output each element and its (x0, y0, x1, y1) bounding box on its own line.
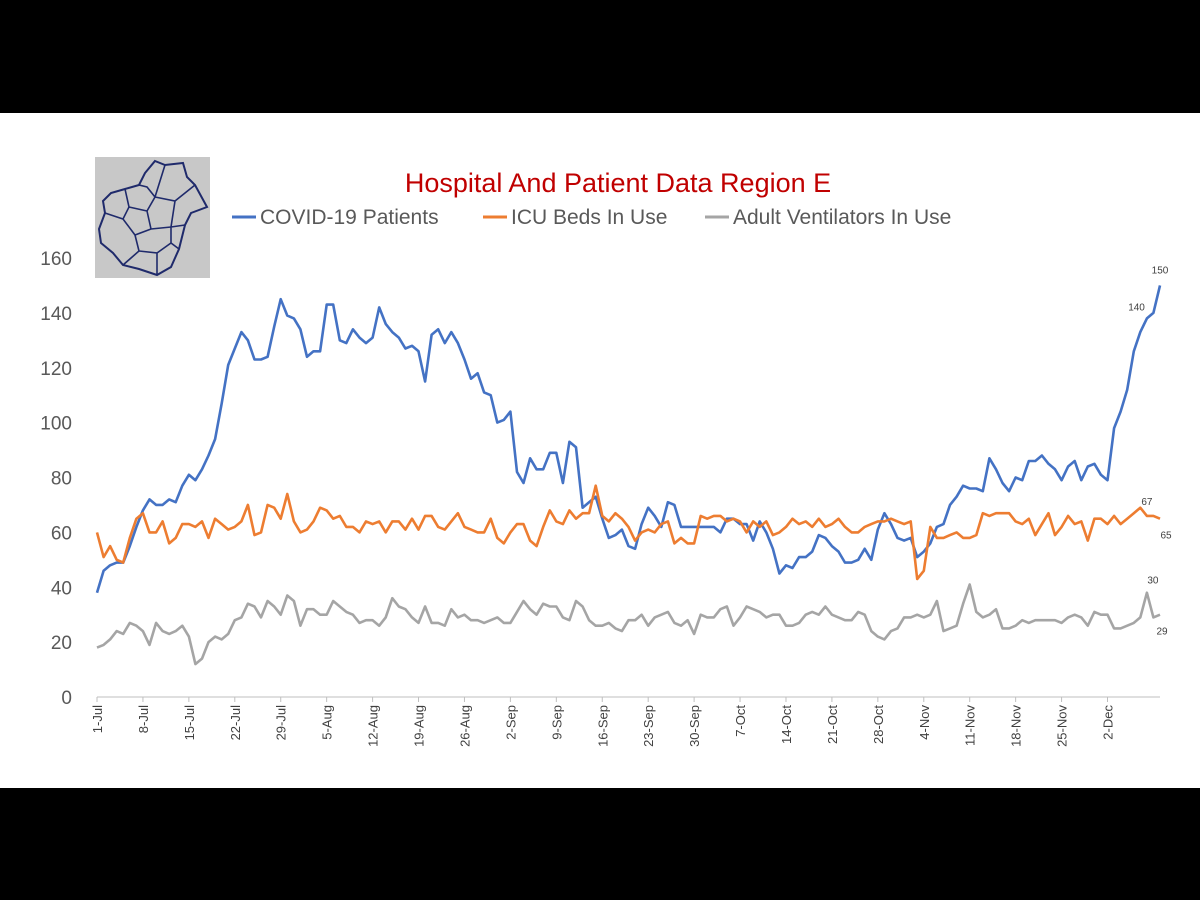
region-map-icon (95, 157, 210, 278)
x-tick-label: 28-Oct (871, 705, 886, 744)
x-tick-label: 8-Jul (136, 705, 151, 733)
y-tick-label: 60 (51, 523, 72, 544)
legend-entry-0: COVID-19 Patients (260, 206, 439, 229)
x-tick-label: 5-Aug (320, 705, 335, 740)
x-tick-label: 25-Nov (1055, 705, 1070, 747)
y-tick-label: 120 (40, 359, 72, 380)
x-tick-label: 26-Aug (457, 705, 472, 747)
series-line-2 (96, 583, 1161, 666)
data-label: 65 (1160, 531, 1172, 542)
data-label: 67 (1141, 497, 1153, 508)
y-tick-label: 40 (51, 578, 72, 599)
series-line-1 (95, 484, 1161, 581)
x-tick-label: 16-Sep (595, 705, 610, 747)
data-label: 29 (1156, 627, 1168, 638)
region-map-thumbnail (95, 157, 210, 278)
x-tick-label: 29-Jul (274, 705, 289, 741)
x-tick-label: 18-Nov (1009, 705, 1024, 747)
data-label: 140 (1128, 302, 1145, 313)
series-group (95, 285, 1162, 666)
data-labels: 150 140 67 65 30 29 (1128, 265, 1172, 637)
x-tick-label: 2-Dec (1101, 705, 1116, 740)
x-tick-label: 23-Sep (641, 705, 656, 747)
x-tick-label: 19-Aug (412, 705, 427, 747)
line-chart: Hospital And Patient Data Region E COVID… (40, 168, 1172, 747)
y-tick-label: 80 (51, 469, 72, 490)
x-tick-label: 4-Nov (917, 705, 932, 740)
y-axis: 0 20 40 60 80 100 120 140 160 (40, 249, 72, 709)
x-tick-label: 1-Jul (90, 705, 105, 733)
y-tick-label: 20 (51, 633, 72, 654)
data-label: 150 (1152, 265, 1169, 276)
x-tick-label: 2-Sep (503, 705, 518, 740)
x-tick-label: 12-Aug (366, 705, 381, 747)
chart-area: Hospital And Patient Data Region E COVID… (0, 113, 1200, 788)
y-tick-label: 0 (61, 688, 72, 709)
y-tick-label: 100 (40, 414, 72, 435)
chart-title: Hospital And Patient Data Region E (405, 168, 831, 198)
legend-entry-2: Adult Ventilators In Use (733, 206, 951, 229)
x-tick-label: 30-Sep (687, 705, 702, 747)
x-tick-label: 11-Nov (963, 705, 978, 746)
legend: COVID-19 Patients ICU Beds In Use Adult Ve… (232, 206, 951, 229)
data-label: 30 (1147, 576, 1159, 587)
legend-entry-1: ICU Beds In Use (511, 206, 667, 229)
x-tick-label: 14-Oct (779, 705, 794, 744)
series-line-0 (95, 285, 1162, 594)
y-tick-label: 160 (40, 249, 72, 270)
x-tick-label: 15-Jul (182, 705, 197, 741)
x-tick-label: 9-Sep (549, 705, 564, 740)
y-tick-label: 140 (40, 304, 72, 325)
x-axis: 1-Jul 8-Jul 15-Jul 22-Jul 29-Jul 5-Aug 12-Aug 1… (90, 696, 1160, 747)
x-tick-label: 22-Jul (228, 705, 243, 741)
x-tick-label: 21-Oct (825, 705, 840, 744)
x-tick-label: 7-Oct (733, 705, 748, 737)
